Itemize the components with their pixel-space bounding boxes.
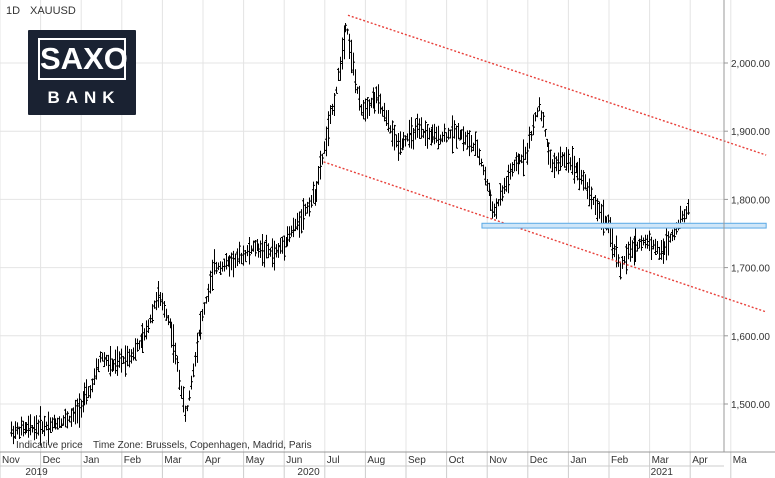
- x-tick-label: Dec: [43, 455, 61, 466]
- x-tick-label: Jul: [327, 455, 340, 466]
- year-label: 2019: [25, 467, 48, 478]
- logo-saxo-text: SAXO: [38, 38, 128, 80]
- x-tick-label: May: [246, 455, 265, 466]
- ohlc-bars: [10, 22, 690, 446]
- y-tick-label: 2,000.00: [731, 59, 770, 70]
- x-tick-label: Nov: [489, 455, 507, 466]
- channel-lower-line: [323, 161, 767, 313]
- x-tick-label: Sep: [408, 455, 426, 466]
- y-tick-label: 1,600.00: [731, 332, 770, 343]
- symbol-label[interactable]: XAUUSD: [30, 5, 76, 17]
- year-label: 2021: [651, 467, 674, 478]
- y-axis: 1,500.00 1,600.00 1,700.00 1,800.00 1,900.00…: [723, 0, 770, 452]
- logo-bank-text: BANK: [47, 88, 121, 107]
- x-tick-label: Apr: [692, 455, 708, 466]
- x-tick-label: Aug: [367, 455, 385, 466]
- y-tick-label: 1,800.00: [731, 195, 770, 206]
- timeframe-label[interactable]: 1D: [6, 5, 20, 17]
- x-tick-label: Oct: [449, 455, 465, 466]
- x-tick-label: Feb: [124, 455, 142, 466]
- x-tick-label: Mar: [652, 455, 670, 466]
- x-tick-label: Mar: [164, 455, 182, 466]
- x-tick-label: Ma: [733, 455, 747, 466]
- y-tick-label: 1,900.00: [731, 127, 770, 138]
- x-tick-label: Nov: [2, 455, 20, 466]
- x-tick-label: Apr: [205, 455, 221, 466]
- x-tick-label: Feb: [611, 455, 629, 466]
- x-axis: Nov Dec Jan Feb Mar Apr May Jun Jul Aug Sep Oct Nov D…: [0, 451, 775, 478]
- channel-upper-line: [347, 14, 767, 156]
- indicative-price-note: Indicative price: [16, 440, 83, 451]
- x-tick-label: Jan: [83, 455, 99, 466]
- saxo-bank-logo: SAXO BANK: [28, 30, 136, 115]
- y-tick-label: 1,500.00: [731, 400, 770, 411]
- x-tick-label: Jan: [570, 455, 586, 466]
- x-tick-label: Jun: [286, 455, 302, 466]
- trend-overlays: [323, 14, 767, 313]
- timezone-note: Time Zone: Brussels, Copenhagen, Madrid,…: [93, 440, 312, 451]
- year-label: 2020: [297, 467, 320, 478]
- y-tick-label: 1,700.00: [731, 264, 770, 275]
- x-tick-label: Dec: [530, 455, 548, 466]
- support-band: [481, 222, 767, 229]
